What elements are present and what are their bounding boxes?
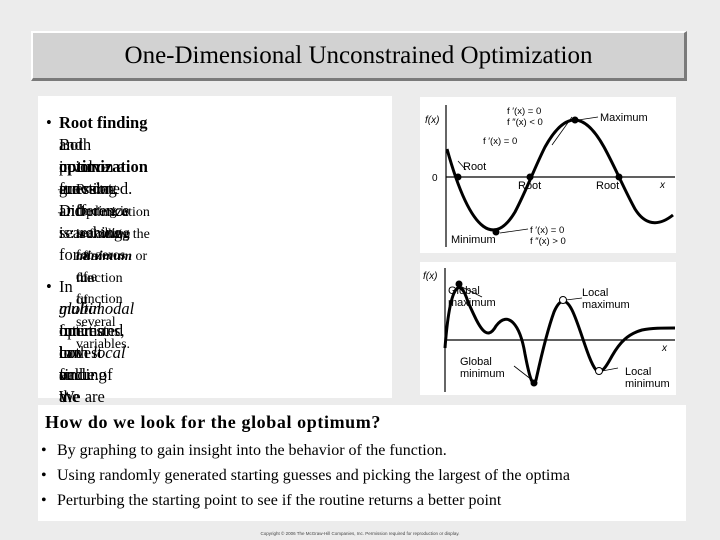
bullet-marker: •	[41, 467, 47, 484]
figure-multimodal-svg: f(x) x Global maximum Local maximum Glob…	[423, 268, 676, 392]
global-min-label-1: Global	[460, 356, 492, 368]
text-fragment: In	[59, 277, 73, 296]
text-line: Root finding is searching for zeros of a…	[76, 182, 130, 307]
bottom-item-text: Using randomly generated starting guesse…	[57, 467, 570, 484]
term-optimization: optimization	[59, 157, 148, 176]
root-label-2: Root	[518, 180, 541, 192]
text-fragment: or the	[76, 249, 148, 286]
zero-label: 0	[432, 173, 438, 184]
x-axis-label: x	[659, 180, 666, 191]
text-fragment: of a function of several variables.	[76, 249, 131, 352]
figure-multimodal: f(x) x Global maximum Local maximum Glob…	[420, 262, 676, 395]
bullet-2-line-1: In multimodal functions, both local and	[59, 276, 134, 386]
local-max-label-2: maximum	[582, 299, 630, 311]
bullet-marker: •	[41, 492, 47, 509]
slide-title: One-Dimensional Unconstrained Optimizati…	[124, 41, 593, 69]
root-label-3: Root	[596, 180, 619, 192]
leader-line	[459, 285, 483, 298]
bullet-marker: •	[46, 113, 52, 132]
slide-title-bar: One-Dimensional Unconstrained Optimizati…	[31, 31, 687, 81]
min-condition-2: f ″(x) > 0	[530, 236, 566, 247]
bullet-marker: •	[41, 442, 47, 459]
leader-line	[499, 228, 529, 234]
local-max-label-1: Local	[582, 287, 608, 299]
text-fragment: and	[59, 135, 83, 154]
text-panel: • Root finding and optimization are rela…	[38, 96, 392, 472]
term-global: global	[59, 299, 102, 318]
term-root-finding: Root finding	[59, 113, 148, 132]
minimum-label: Minimum	[451, 234, 496, 246]
max-condition-1: f ′(x) = 0	[507, 106, 541, 117]
max-condition-2: f ″(x) < 0	[507, 117, 543, 128]
bottom-item-text: By graphing to gain insight into the beh…	[57, 442, 447, 459]
text-line: maximum of a function of several variabl…	[76, 224, 130, 356]
figure-extrema: f(x) 0 x f ′(x) = 0 f ″(x) < 0 Maximum f…	[420, 97, 676, 253]
term-local: local	[92, 343, 126, 362]
leader-line	[565, 297, 583, 301]
leader-line	[513, 365, 533, 381]
root-condition: f ′(x) = 0	[483, 136, 517, 147]
bottom-item-text: Perturbing the starting point to see if …	[57, 492, 502, 509]
leader-line	[551, 116, 573, 146]
dash-marker: –	[58, 182, 65, 197]
function-curve	[443, 286, 676, 385]
copyright-notice: Copyright © 2006 The McGraw-Hill Compani…	[260, 531, 460, 536]
x-axis-label: x	[661, 343, 668, 354]
term-minimum: minimum	[76, 249, 133, 264]
text-fragment: and	[59, 365, 83, 384]
local-min-label-2: minimum	[625, 378, 670, 390]
maximum-point	[571, 116, 579, 124]
global-maximum-point	[455, 280, 463, 288]
term-maximum: maximum	[76, 227, 131, 242]
local-min-label-1: Local	[625, 366, 651, 378]
root-label-1: Root	[463, 161, 486, 173]
text-line: point on a function. Difference is:	[59, 157, 130, 242]
text-line: Both involve guessing and searching for …	[59, 135, 123, 264]
text-fragment: functions, both	[59, 321, 125, 362]
leader-line	[577, 116, 599, 121]
global-optimum-question: How do we look for the global optimum?	[45, 412, 381, 432]
function-curve	[445, 118, 674, 232]
figure-extrema-svg: f(x) 0 x f ′(x) = 0 f ″(x) < 0 Maximum f…	[425, 105, 675, 247]
leader-line	[457, 160, 467, 171]
min-condition-1: f ′(x) = 0	[530, 225, 564, 236]
maximum-label: Maximum	[600, 112, 648, 124]
local-minimum-point	[595, 367, 603, 375]
global-min-label-2: minimum	[460, 368, 505, 380]
root-point	[615, 173, 623, 181]
global-max-label-1: Global	[448, 285, 480, 297]
root-point	[526, 173, 534, 181]
root-point	[454, 173, 462, 181]
text-fragment: are related.	[59, 179, 133, 198]
minimum-point	[492, 228, 500, 236]
local-maximum-point	[559, 296, 567, 304]
leader-line	[601, 367, 619, 372]
global-minimum-point	[530, 379, 538, 387]
bullet-1-line-1: Root finding and optimization are relate…	[59, 112, 148, 200]
text-fragment: Optimization is finding the	[76, 205, 150, 242]
y-axis-label: f(x)	[423, 271, 437, 282]
y-axis-label: f(x)	[425, 115, 439, 126]
term-multimodal: multimodal	[59, 299, 135, 318]
dash-marker: –	[58, 205, 65, 220]
bullet-marker: •	[46, 277, 52, 296]
global-optimum-box: How do we look for the global optimum? •…	[38, 405, 686, 521]
global-max-label-2: maximum	[448, 297, 496, 309]
sub-bullet-2-line-1: Optimization is finding the minimum or t…	[76, 202, 150, 290]
